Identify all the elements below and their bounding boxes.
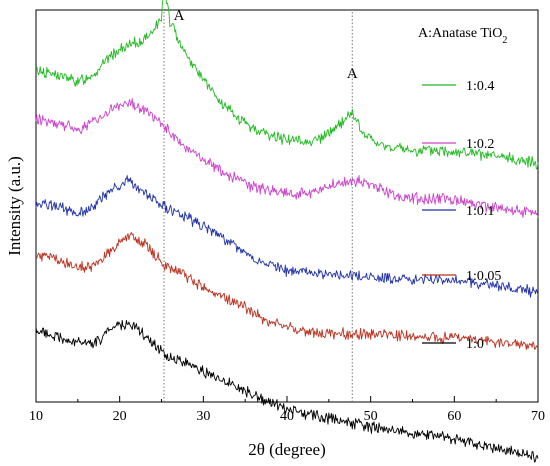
annotations: AA (174, 8, 358, 82)
peak-annotation: A (347, 66, 358, 82)
x-tick-label: 10 (29, 409, 43, 424)
x-axis-ticks: 10 20 30 40 50 60 70 (29, 396, 545, 424)
series-line-3 (35, 175, 539, 298)
peak-annotation: A (174, 8, 185, 24)
x-tick-label: 20 (113, 409, 127, 424)
series-line-4 (35, 232, 539, 350)
reference-lines (163, 12, 353, 402)
legend: A:Anatase TiO2 1:0.4 1:0.2 1:0.1 1:0.05 1:0 (418, 26, 507, 352)
x-axis-title: 2θ (degree) (248, 440, 326, 459)
legend-label: 1:0.05 (466, 269, 501, 284)
x-tick-label: 50 (364, 409, 378, 424)
legend-label: 1:0 (466, 337, 484, 352)
x-tick-label: 60 (447, 409, 461, 424)
plot-frame (35, 9, 539, 403)
legend-header: A:Anatase TiO2 (418, 26, 507, 46)
legend-label: 1:0.2 (466, 137, 494, 152)
x-tick-label: 70 (531, 409, 545, 424)
series-layer (35, 0, 539, 463)
x-tick-label: 40 (280, 409, 294, 424)
series-line-5 (35, 319, 539, 463)
series-line-1 (35, 0, 539, 170)
legend-label: 1:0.1 (466, 204, 494, 219)
y-axis-title: Intensity (a.u.) (5, 156, 24, 256)
x-tick-label: 30 (196, 409, 210, 424)
series-line-2 (35, 98, 539, 218)
legend-label: 1:0.4 (466, 79, 494, 94)
